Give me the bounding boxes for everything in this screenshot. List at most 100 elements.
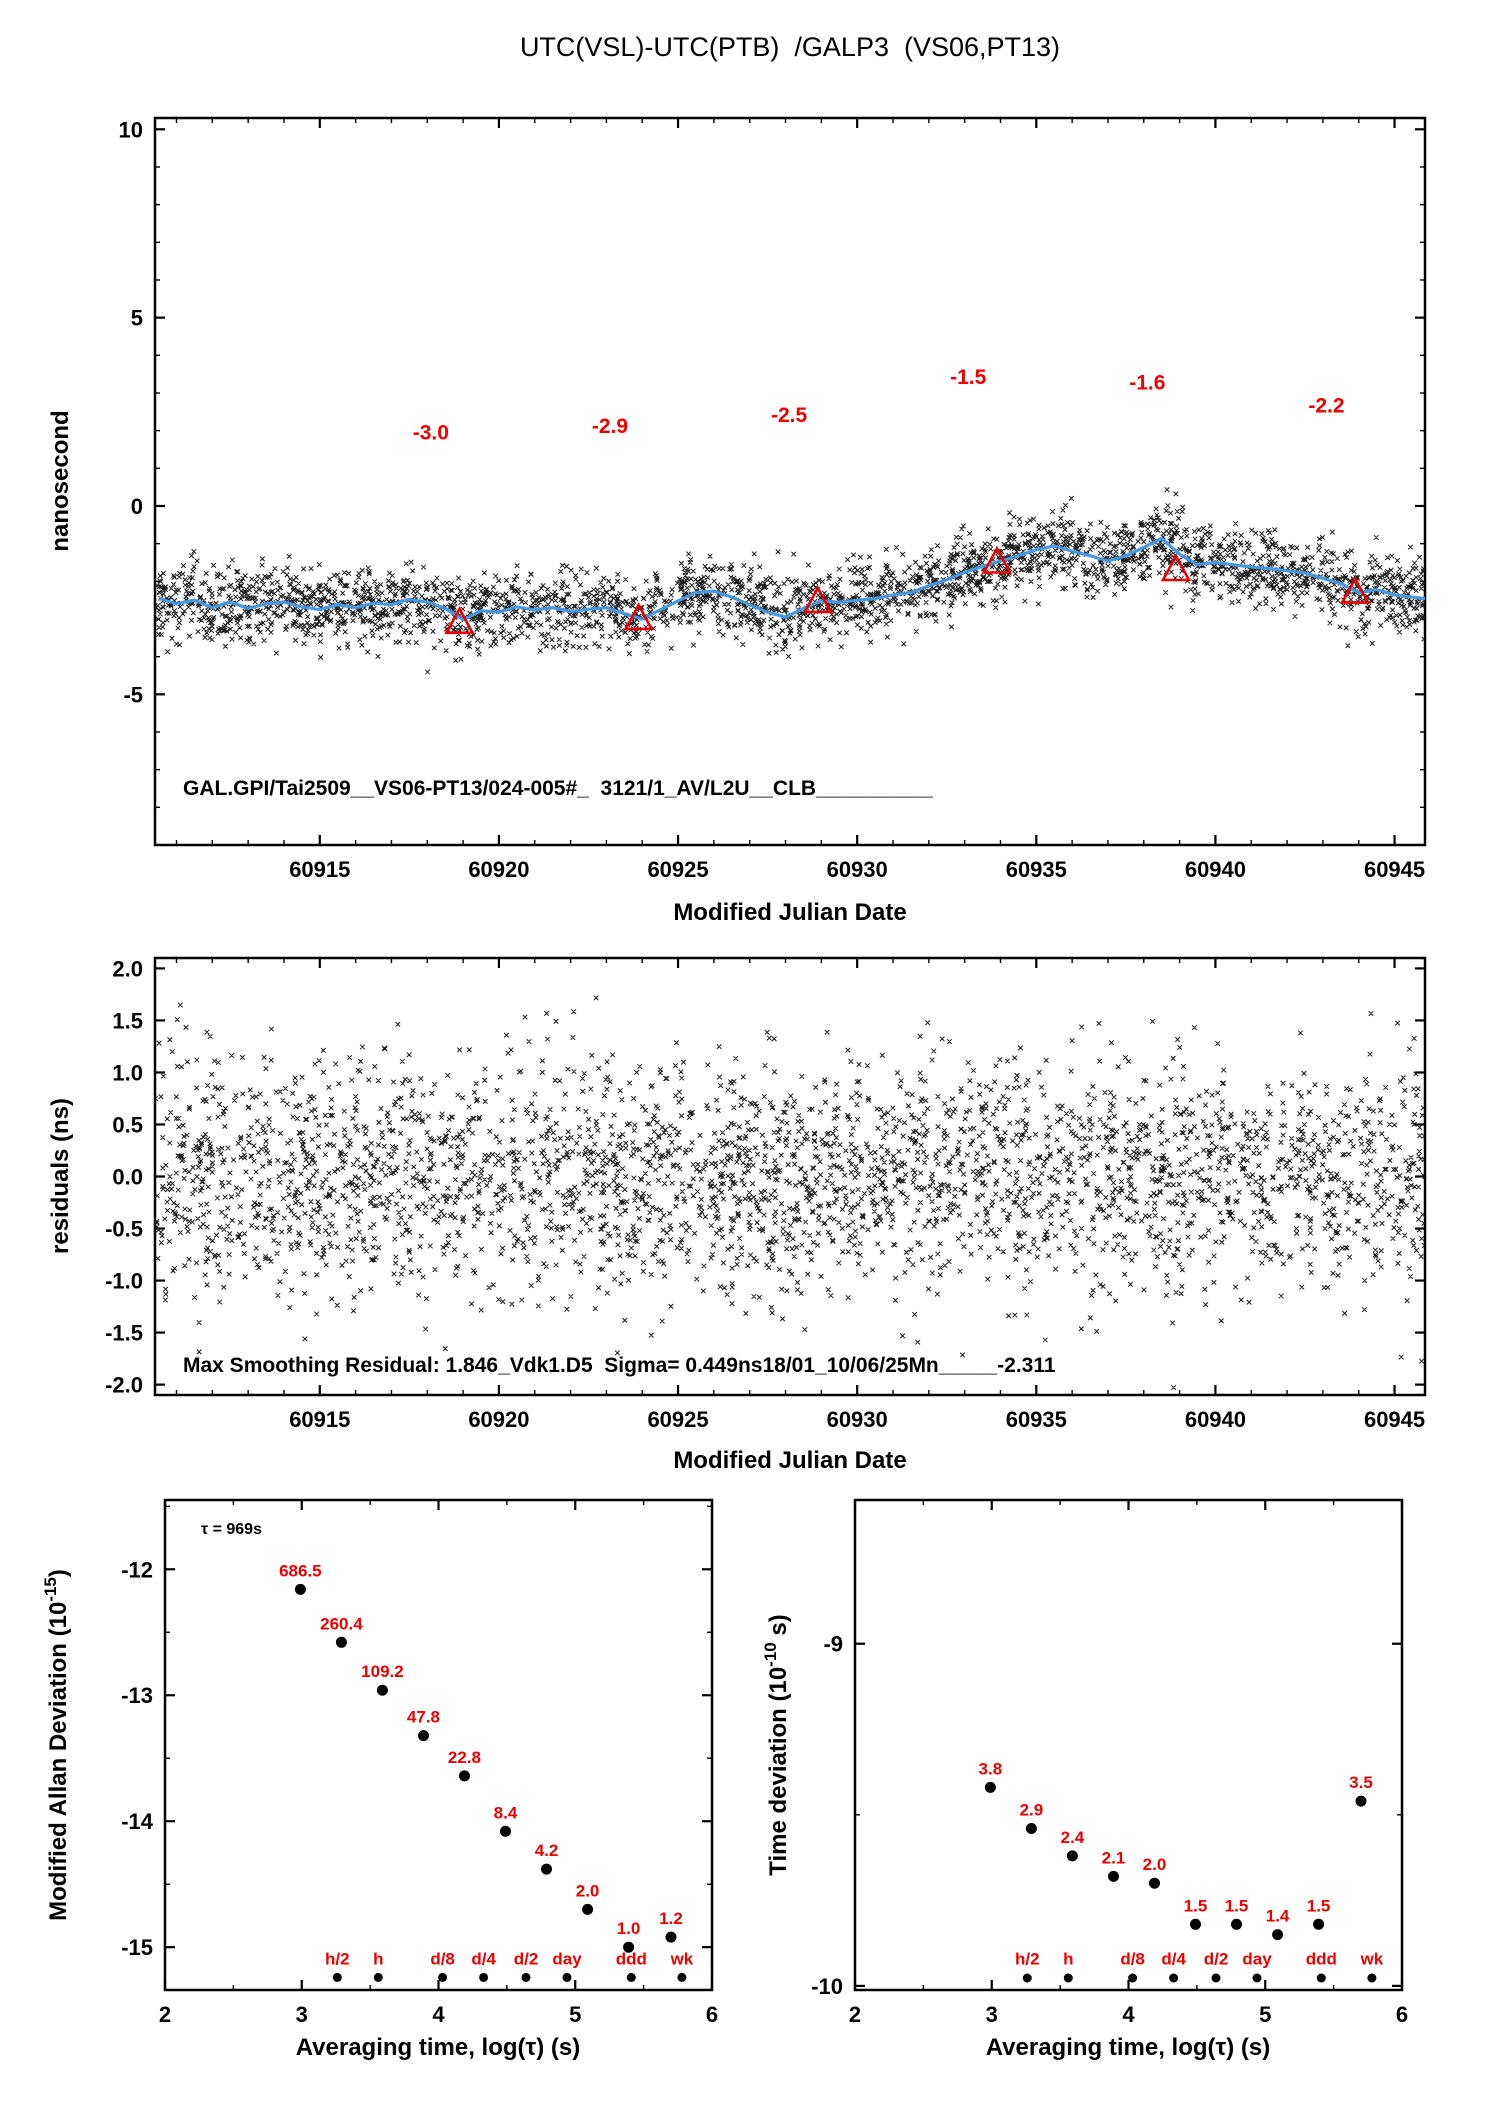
smoothed-line xyxy=(158,536,1425,622)
tdev-point-value-label: 2.4 xyxy=(1061,1828,1085,1847)
phase-y-tick-label: -5 xyxy=(123,682,143,707)
mdev-point-value-label: 686.5 xyxy=(279,1561,322,1580)
mdev-point-value-label: 2.0 xyxy=(576,1881,600,1900)
mdev-xlabel: Averaging time, log(τ) (s) xyxy=(296,2034,581,2061)
time-marker-dot xyxy=(521,1972,531,1982)
mdev-panel: 2 3 4 5 6 -12 -13 -14 -15 686.5 260.4 109.2 47.8 22.8… xyxy=(121,1498,718,2027)
resid-y-tick-label: -1.5 xyxy=(105,1321,143,1346)
resid-x-tick-label: 60935 xyxy=(1006,1407,1067,1432)
phase-x-tick-label: 60940 xyxy=(1185,857,1246,882)
tdev-point-value-label: 1.5 xyxy=(1184,1896,1208,1915)
phase-x-tick-label: 60935 xyxy=(1006,857,1067,882)
tdev-point-value-label: 2.1 xyxy=(1102,1848,1126,1867)
time-marker-label: wk xyxy=(670,1950,694,1969)
tdev-xlabel: Averaging time, log(τ) (s) xyxy=(986,2034,1271,2061)
tdev-x-tick-label: 3 xyxy=(986,2002,998,2027)
tdev-point xyxy=(1149,1877,1160,1889)
mdev-y-tick-label: -12 xyxy=(121,1557,153,1582)
triangle-value-label: -2.2 xyxy=(1308,395,1344,418)
tdev-point xyxy=(1108,1870,1119,1882)
red-triangle-marker xyxy=(623,602,654,631)
tdev-point xyxy=(984,1781,996,1793)
mdev-y-tick-label: -13 xyxy=(121,1683,153,1708)
tdev-point-value-label: 3.5 xyxy=(1349,1773,1373,1792)
resid-y-tick-label: 1.0 xyxy=(112,1060,143,1085)
phase-x-tick-label: 60920 xyxy=(468,857,529,882)
time-marker-dot xyxy=(1128,1973,1138,1983)
mdev-point xyxy=(418,1730,429,1742)
time-marker-dot xyxy=(1252,1973,1262,1983)
time-marker-dot xyxy=(1022,1973,1032,1983)
resid-y-tick-label: -2.0 xyxy=(105,1373,143,1398)
time-marker-label: h xyxy=(1063,1950,1073,1969)
triangle-value-label: -3.0 xyxy=(413,422,449,445)
tdev-point xyxy=(1066,1850,1078,1862)
tdev-point-value-label: 1.5 xyxy=(1307,1896,1331,1915)
tdev-x-tick-label: 4 xyxy=(1122,2002,1135,2027)
figure-title: UTC(VSL)-UTC(PTB) /GALP3 (VS06,PT13) xyxy=(520,32,1060,62)
resid-scatter-points xyxy=(155,995,1425,1391)
mdev-point xyxy=(623,1941,635,1953)
resid-x-tick-label: 60915 xyxy=(289,1407,350,1432)
phase-x-tick-label: 60945 xyxy=(1364,857,1425,882)
resid-x-tick-label: 60920 xyxy=(468,1407,529,1432)
resid-x-tick-label: 60925 xyxy=(647,1407,708,1432)
mdev-ticks xyxy=(163,1500,714,1990)
mdev-ylabel: Modified Allan Deviation (10-15) xyxy=(41,1569,72,1921)
tdev-ticks xyxy=(853,1500,1404,1990)
resid-y-tick-label: -0.5 xyxy=(105,1217,143,1242)
triangle-value-label: -2.9 xyxy=(592,415,628,438)
time-marker-dot xyxy=(373,1972,383,1982)
mdev-point xyxy=(500,1825,511,1837)
mdev-point-value-label: 4.2 xyxy=(535,1841,559,1860)
tdev-point-value-label: 3.8 xyxy=(979,1759,1003,1778)
mdev-point xyxy=(335,1636,347,1648)
tdev-point-value-label: 2.9 xyxy=(1020,1800,1044,1819)
phase-x-tick-label: 60915 xyxy=(289,857,350,882)
time-marker-label: d/2 xyxy=(1204,1950,1229,1969)
time-marker-dot xyxy=(562,1972,572,1982)
mdev-point-value-label: 47.8 xyxy=(407,1708,440,1727)
tdev-x-tick-label: 6 xyxy=(1396,2002,1408,2027)
resid-x-tick-label: 60945 xyxy=(1364,1407,1425,1432)
tdev-y-tick-label: -10 xyxy=(811,1974,843,1999)
tdev-ylabel: Time deviation (10-10 s) xyxy=(761,1614,792,1876)
mdev-x-tick-label: 2 xyxy=(159,2002,171,2027)
time-marker-label: d/4 xyxy=(471,1950,496,1969)
tdev-x-tick-label: 2 xyxy=(849,2002,861,2027)
phase-y-tick-label: 0 xyxy=(131,494,143,519)
tdev-point-value-label: 2.0 xyxy=(1143,1855,1167,1874)
time-marker-label: d/8 xyxy=(430,1950,455,1969)
mdev-point-value-label: 260.4 xyxy=(320,1614,363,1633)
triangle-value-label: -1.5 xyxy=(950,366,987,389)
tdev-point xyxy=(1313,1918,1325,1930)
time-marker-dot xyxy=(1063,1973,1073,1983)
phase-annotation: GAL.GPI/Tai2509__VS06-PT13/024-005#_ 312… xyxy=(183,777,933,800)
resid-y-tick-label: 0.5 xyxy=(112,1112,143,1137)
triangle-value-label: -1.6 xyxy=(1129,372,1165,395)
time-marker-label: d/2 xyxy=(514,1950,539,1969)
mdev-y-tick-label: -15 xyxy=(121,1935,153,1960)
time-marker-label: d/8 xyxy=(1120,1950,1145,1969)
tdev-point xyxy=(1231,1918,1242,1930)
mdev-point xyxy=(582,1903,594,1915)
time-marker-dot xyxy=(626,1972,636,1982)
phase-y-tick-label: 5 xyxy=(131,306,143,331)
phase-ylabel: nanosecond xyxy=(47,410,74,551)
tau-annotation: τ = 969s xyxy=(201,1521,262,1538)
mdev-point xyxy=(294,1583,306,1595)
red-triangle-marker xyxy=(444,606,475,635)
resid-y-tick-label: -1.0 xyxy=(105,1269,143,1294)
red-triangle-marker xyxy=(1160,553,1192,582)
residuals-annotation: Max Smoothing Residual: 1.846_Vdk1.D5 Si… xyxy=(183,1354,1056,1377)
tdev-point xyxy=(1272,1929,1284,1941)
resid-ticks xyxy=(155,958,1425,1395)
time-marker-label: day xyxy=(1242,1950,1272,1969)
time-marker-label: ddd xyxy=(1306,1950,1337,1969)
tdev-point xyxy=(1190,1918,1201,1930)
mdev-x-tick-label: 6 xyxy=(706,2002,718,2027)
mdev-point-value-label: 109.2 xyxy=(361,1662,404,1681)
time-marker-dot xyxy=(1367,1973,1377,1983)
time-marker-dot xyxy=(677,1972,687,1982)
